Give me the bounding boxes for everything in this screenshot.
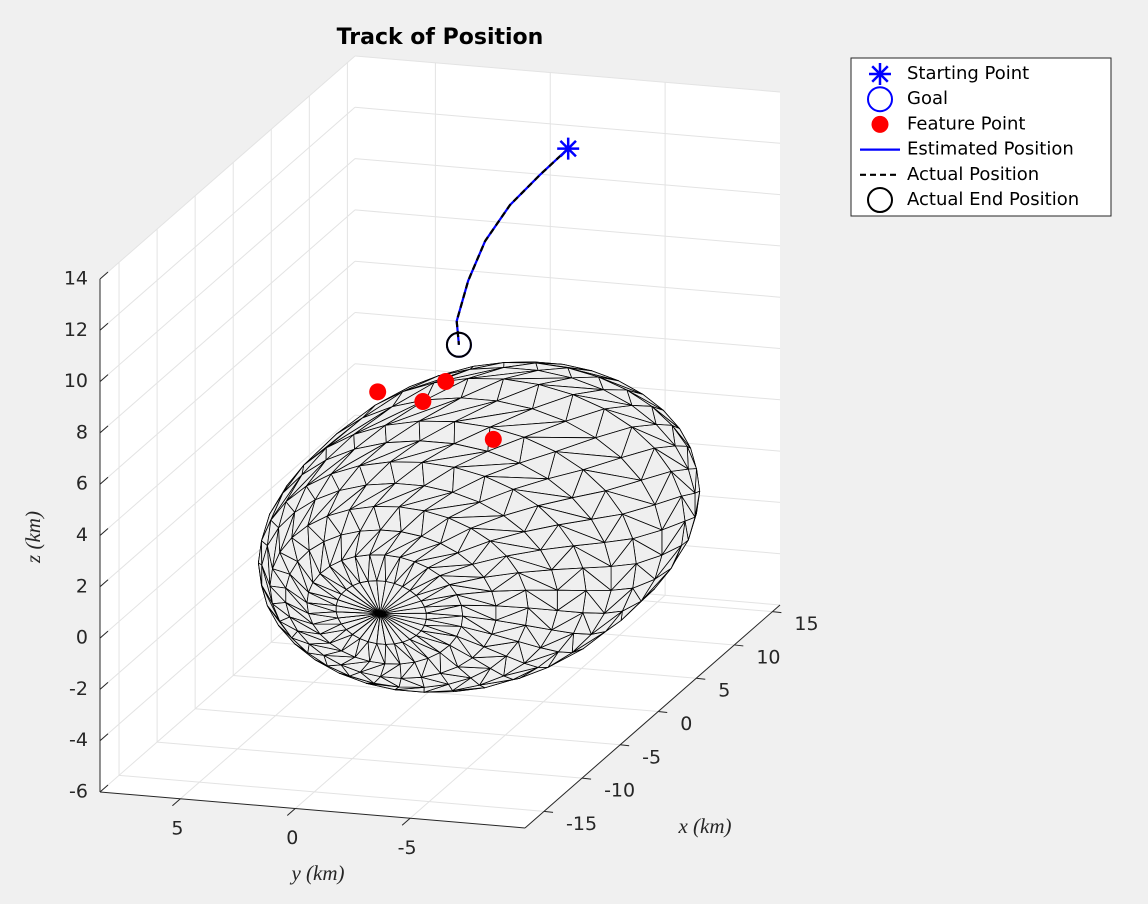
grid-line xyxy=(99,312,356,536)
grid-line xyxy=(99,260,356,485)
mesh-face xyxy=(483,555,519,578)
legend-label: Actual Position xyxy=(907,164,1039,185)
z-tick xyxy=(99,374,109,382)
legend-label: Feature Point xyxy=(907,113,1025,134)
circle-marker xyxy=(867,86,893,113)
trajectory xyxy=(455,147,569,345)
y-tick xyxy=(172,798,181,807)
z-tick xyxy=(99,271,109,280)
z-tick xyxy=(99,784,109,793)
asterisk-stroke xyxy=(871,65,889,83)
asterisk-stroke xyxy=(559,139,577,158)
grid-line xyxy=(99,209,356,434)
grid-line xyxy=(99,414,356,639)
grid-line xyxy=(99,55,356,280)
grid-line xyxy=(118,774,545,812)
z-tick-label: 12 xyxy=(64,319,88,341)
x-tick xyxy=(772,611,782,614)
start-marker xyxy=(557,137,580,160)
feature-marker xyxy=(484,430,502,448)
x-tick xyxy=(620,744,630,747)
z-tick xyxy=(99,528,109,536)
grid-line xyxy=(354,209,781,247)
legend-label: Estimated Position xyxy=(907,139,1074,160)
legend-label: Goal xyxy=(907,88,948,109)
legend: Starting Point Goal Feature Point Estimated… xyxy=(850,57,1112,217)
feature-marker xyxy=(871,115,889,133)
asteroid-mesh xyxy=(257,361,701,693)
x-tick xyxy=(734,644,744,647)
x-tick-label: -10 xyxy=(604,780,635,802)
grid-line xyxy=(354,106,781,144)
y-tick-label: -5 xyxy=(398,837,417,859)
x-tick xyxy=(582,777,592,780)
z-tick xyxy=(99,425,109,434)
grid-line xyxy=(354,158,781,196)
z-tick-label: 2 xyxy=(76,575,88,597)
feature-marker xyxy=(414,393,432,411)
z-tick-label: 6 xyxy=(76,473,88,495)
x-tick-label: 5 xyxy=(718,680,730,702)
legend-label: Actual End Position xyxy=(907,189,1079,210)
grid-line xyxy=(99,158,356,382)
feature-marker xyxy=(369,383,387,401)
x-tick xyxy=(543,810,554,813)
z-tick xyxy=(99,733,109,742)
grid-line xyxy=(195,708,621,746)
grid-line xyxy=(409,594,666,819)
legend-label: Starting Point xyxy=(907,63,1029,84)
z-tick-label: 8 xyxy=(76,421,88,443)
x-axis-label: x (km) xyxy=(677,814,731,838)
y-tick xyxy=(401,817,411,826)
x-tick-label: -15 xyxy=(566,813,597,835)
data-layer xyxy=(369,137,580,448)
z-tick-label: 14 xyxy=(64,268,88,290)
grid-line xyxy=(233,675,659,713)
y-tick-label: 5 xyxy=(171,817,183,839)
circle-marker xyxy=(445,331,472,358)
z-tick-label: -4 xyxy=(69,729,88,751)
grid-line xyxy=(354,312,781,349)
grid-line xyxy=(354,55,781,93)
x-tick-label: 15 xyxy=(794,613,818,635)
z-tick-label: 0 xyxy=(76,627,88,649)
axis-line xyxy=(99,791,526,829)
z-tick xyxy=(99,579,109,588)
circle-marker xyxy=(867,187,893,213)
z-tick-label: -2 xyxy=(69,678,88,700)
grid-line xyxy=(354,260,781,298)
z-tick xyxy=(99,322,109,331)
chart-title: Track of Position xyxy=(337,25,544,50)
feature-marker xyxy=(437,373,455,391)
grid-line xyxy=(157,741,583,779)
z-tick-label: -6 xyxy=(69,781,88,803)
legend-box xyxy=(850,57,1112,217)
start-marker xyxy=(869,63,891,85)
z-tick xyxy=(99,630,109,639)
z-axis-label: z (km) xyxy=(21,511,45,564)
x-tick-label: -5 xyxy=(642,746,661,768)
x-tick xyxy=(658,711,668,714)
axis-line xyxy=(524,604,781,829)
x-tick-label: 0 xyxy=(680,713,692,735)
y-axis-label: y (km) xyxy=(289,861,344,885)
z-tick xyxy=(99,476,109,485)
y-tick-label: 0 xyxy=(286,827,298,849)
z-tick-label: 10 xyxy=(64,370,88,392)
x-tick-label: 10 xyxy=(756,646,780,668)
grid-line xyxy=(99,106,356,331)
y-tick xyxy=(286,808,296,816)
grid-line xyxy=(99,363,356,588)
floor-pane xyxy=(100,569,780,828)
z-tick xyxy=(99,682,109,690)
x-tick xyxy=(696,677,706,680)
z-tick-label: 4 xyxy=(76,524,88,546)
